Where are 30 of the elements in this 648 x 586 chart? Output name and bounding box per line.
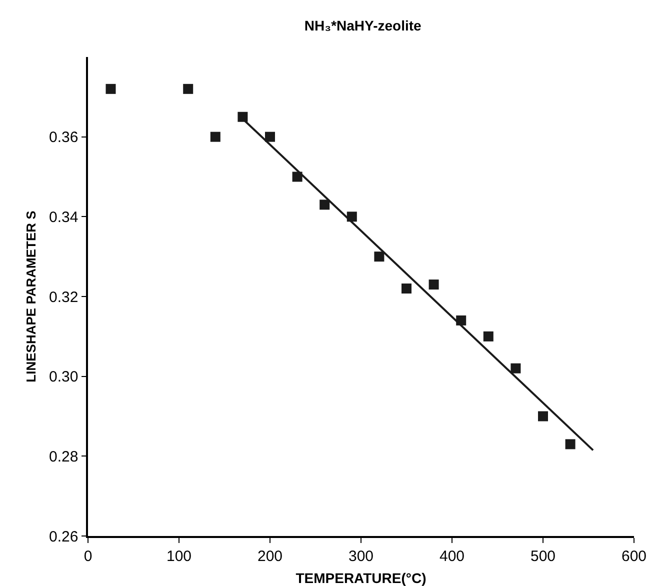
x-tick-label: 100 — [166, 548, 192, 565]
point — [183, 84, 194, 94]
point — [292, 172, 302, 182]
point — [538, 411, 548, 422]
point — [106, 84, 116, 94]
x-tick-label: 300 — [348, 548, 374, 565]
y-tick-label: 0.36 — [49, 129, 78, 146]
x-tick-label: 200 — [257, 548, 283, 565]
point — [402, 284, 412, 294]
x-tick-label: 0 — [84, 548, 92, 565]
point — [374, 252, 384, 262]
point — [320, 200, 330, 210]
y-tick-label: 0.30 — [49, 368, 78, 386]
x-axis-title: TEMPERATURE(°C) — [296, 570, 426, 586]
y-tick-label: 0.34 — [49, 208, 78, 226]
y-axis-title: LINESHAPE PARAMETER S — [23, 210, 38, 382]
point — [210, 132, 220, 142]
point — [265, 132, 275, 142]
point — [510, 363, 521, 374]
point — [483, 331, 494, 342]
y-tick-label: 0.32 — [49, 288, 78, 306]
y-tick-label: 0.28 — [49, 448, 78, 466]
chart-title: NH₃*NaHY-zeolite — [304, 17, 422, 34]
x-tick-label: 400 — [439, 548, 465, 565]
y-tick-label: 0.26 — [49, 528, 78, 546]
point — [428, 280, 439, 290]
point — [565, 439, 576, 450]
x-tick-label: 600 — [621, 548, 647, 565]
point — [238, 112, 248, 122]
x-tick-label: 500 — [530, 548, 556, 565]
